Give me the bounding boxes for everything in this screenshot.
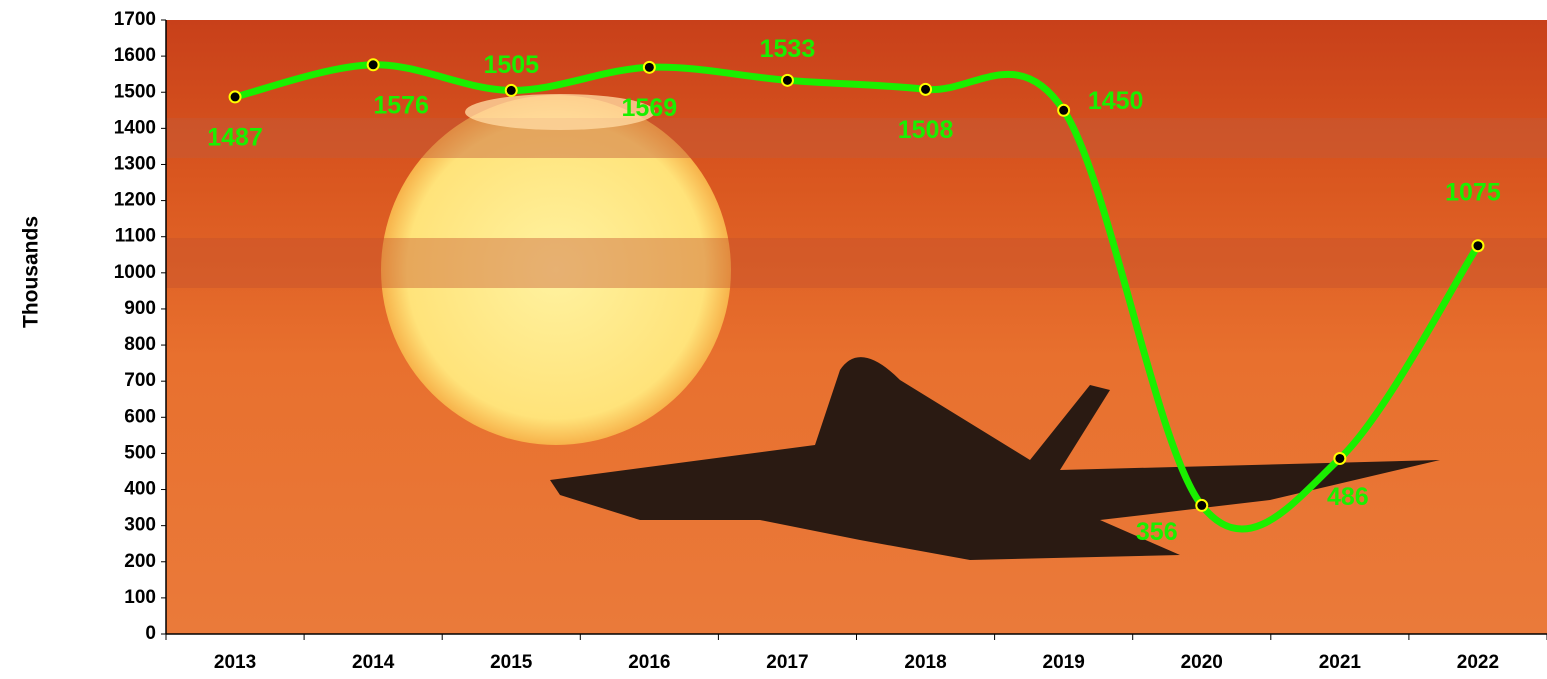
- y-tick-label: 1300: [114, 153, 156, 174]
- x-tick-label: 2017: [766, 652, 808, 673]
- y-tick-label: 0: [145, 623, 156, 644]
- data-point: [504, 83, 518, 97]
- data-label: 1505: [483, 51, 539, 79]
- y-tick-label: 1700: [114, 9, 156, 30]
- y-tick-label: 1500: [114, 81, 156, 102]
- x-tick-label: 2015: [490, 652, 533, 673]
- data-point: [1195, 498, 1209, 512]
- x-tick-label: 2016: [628, 652, 670, 673]
- y-tick-label: 1600: [114, 45, 156, 66]
- data-label: 486: [1327, 483, 1369, 511]
- data-point: [1471, 239, 1485, 253]
- x-tick-label: 2019: [1043, 652, 1085, 673]
- data-point: [780, 73, 794, 87]
- x-tick-label: 2021: [1319, 652, 1362, 673]
- data-label: 1569: [622, 94, 678, 122]
- y-tick-label: 900: [124, 298, 156, 319]
- y-tick-label: 700: [124, 370, 156, 391]
- x-tick-label: 2014: [352, 652, 395, 673]
- y-tick-label: 500: [124, 442, 156, 463]
- data-label: 356: [1136, 518, 1178, 546]
- data-point: [642, 60, 656, 74]
- y-tick-label: 1100: [115, 226, 156, 247]
- y-tick-label: 800: [124, 334, 156, 355]
- data-point: [228, 90, 242, 104]
- y-tick-label: 1200: [114, 190, 156, 211]
- y-tick-label: 600: [124, 406, 156, 427]
- data-label: 1450: [1088, 87, 1144, 115]
- data-label: 1576: [373, 91, 429, 119]
- x-tick-label: 2022: [1457, 652, 1499, 673]
- data-label: 1487: [207, 124, 263, 152]
- y-tick-label: 400: [124, 479, 156, 500]
- data-point: [1333, 451, 1347, 465]
- data-point: [1057, 103, 1071, 117]
- background-photo: [166, 20, 1547, 634]
- x-tick-label: 2020: [1181, 652, 1223, 673]
- series-line: [231, 61, 1482, 533]
- data-label: 1533: [760, 35, 816, 63]
- x-tick-label: 2013: [214, 652, 256, 673]
- y-tick-label: 300: [124, 515, 156, 536]
- data-label: 1508: [898, 116, 954, 144]
- y-tick-label: 1400: [114, 117, 156, 138]
- y-tick-label: 100: [124, 587, 156, 608]
- y-tick-label: 1000: [114, 262, 156, 283]
- data-point: [919, 82, 933, 96]
- y-tick-label: 200: [124, 551, 156, 572]
- data-point: [366, 58, 380, 72]
- data-label: 1075: [1445, 178, 1501, 206]
- y-axis-title: Thousands: [20, 216, 43, 328]
- x-tick-label: 2018: [904, 652, 946, 673]
